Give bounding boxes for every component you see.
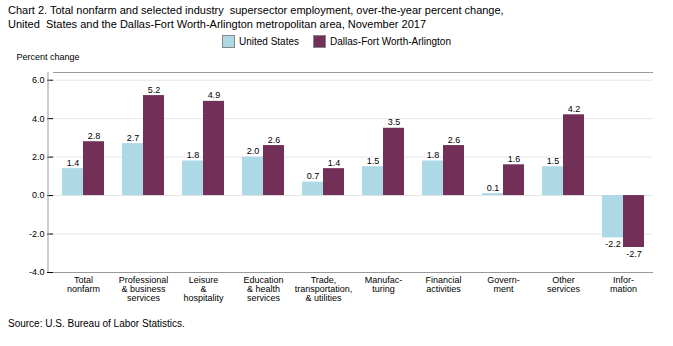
svg-text:1.6: 1.6: [508, 153, 521, 163]
svg-text:Otherservices: Otherservices: [547, 274, 581, 293]
svg-text:Govern-ment: Govern-ment: [487, 274, 520, 293]
svg-text:Professional& businessservices: Professional& businessservices: [119, 274, 169, 302]
svg-text:Education& healthservices: Education& healthservices: [243, 274, 283, 302]
svg-text:4.2: 4.2: [568, 103, 581, 113]
svg-text:2.8: 2.8: [88, 130, 101, 140]
svg-text:4.0: 4.0: [32, 113, 45, 123]
svg-text:2.6: 2.6: [268, 134, 281, 144]
svg-text:Infor-mation: Infor-mation: [610, 274, 637, 293]
html-text:Dallas-Fort Worth-Arlington: Dallas-Fort Worth-Arlington: [330, 35, 451, 47]
svg-text:Totalnonfarm: Totalnonfarm: [67, 274, 100, 293]
svg-text:3.5: 3.5: [388, 117, 401, 127]
svg-text:0.7: 0.7: [307, 171, 320, 181]
svg-text:5.2: 5.2: [148, 84, 161, 94]
svg-text:-2.0: -2.0: [29, 229, 45, 239]
svg-text:Trade,transportation,& utiliti: Trade,transportation,& utilities: [295, 274, 353, 302]
svg-text:2.7: 2.7: [127, 132, 140, 142]
svg-text:1.8: 1.8: [187, 150, 200, 160]
svg-text:-2.2: -2.2: [605, 239, 621, 249]
html-text:Chart 2. Total nonfarm and sel: Chart 2. Total nonfarm and selected indu…: [8, 4, 504, 31]
svg-text:0.0: 0.0: [32, 190, 45, 200]
svg-text:4.9: 4.9: [208, 90, 221, 100]
svg-text:-4.0: -4.0: [29, 267, 45, 277]
html-text:Source: U.S. Bureau of Labor S: Source: U.S. Bureau of Labor Statistics.: [8, 317, 185, 329]
svg-text:6.0: 6.0: [32, 75, 45, 85]
svg-text:Financialactivities: Financialactivities: [425, 274, 461, 293]
svg-text:1.4: 1.4: [67, 157, 80, 167]
svg-text:Percent change: Percent change: [17, 51, 80, 61]
html-text:United States: United States: [239, 35, 299, 47]
svg-text:2.0: 2.0: [247, 146, 260, 156]
svg-text:Manufac-turing: Manufac-turing: [365, 274, 403, 293]
svg-text:-2.7: -2.7: [626, 248, 642, 258]
svg-text:2.0: 2.0: [32, 152, 45, 162]
svg-text:2.6: 2.6: [448, 134, 461, 144]
svg-text:1.8: 1.8: [427, 150, 440, 160]
svg-text:0.1: 0.1: [487, 182, 500, 192]
svg-text:1.5: 1.5: [367, 155, 380, 165]
svg-text:1.4: 1.4: [328, 157, 341, 167]
svg-text:1.5: 1.5: [547, 155, 560, 165]
svg-text:Leisure&hospitality: Leisure&hospitality: [183, 274, 224, 302]
